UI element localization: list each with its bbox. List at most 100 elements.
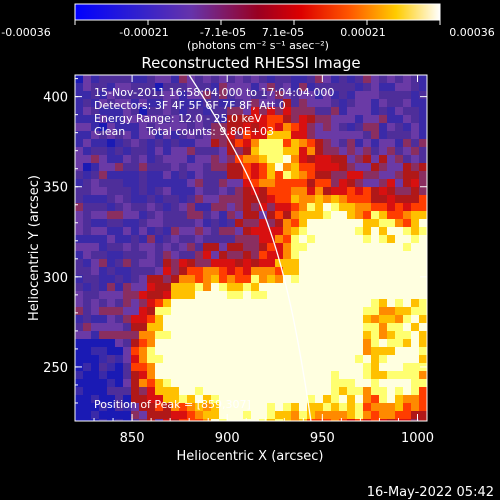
heatmap-cell [371,411,380,420]
heatmap-cell [171,91,180,100]
heatmap-cell [275,203,284,212]
heatmap-cell [387,403,396,412]
heatmap-cell [419,139,427,148]
heatmap-cell [371,419,380,421]
heatmap-cell [323,227,332,236]
heatmap-cell [275,323,284,332]
heatmap-cell [331,187,340,196]
heatmap-cell [267,99,276,108]
heatmap-cell [163,315,172,324]
heatmap-cell [107,147,116,156]
heatmap-cell [243,363,252,372]
heatmap-cell [403,363,412,372]
heatmap-cell [243,339,252,348]
heatmap-cell [99,259,108,268]
heatmap-cell [163,243,172,252]
heatmap-cell [315,347,324,356]
heatmap-cell [243,99,252,108]
heatmap-cell [419,179,427,188]
heatmap-cell [147,411,156,420]
heatmap-cell [363,131,372,140]
heatmap-cell [187,379,196,388]
heatmap-cell [163,115,172,124]
heatmap-cell [371,363,380,372]
heatmap-cell [219,203,228,212]
heatmap-cell [275,331,284,340]
heatmap-cell [291,179,300,188]
heatmap-cell [355,243,364,252]
heatmap-cell [307,387,316,396]
heatmap-cell [347,131,356,140]
heatmap-cell [387,355,396,364]
heatmap-cell [251,267,260,276]
heatmap-cell [115,83,124,92]
heatmap-cells [75,75,427,421]
heatmap-cell [123,211,132,220]
heatmap-cell [387,187,396,196]
heatmap-cell [419,419,427,421]
heatmap-cell [99,315,108,324]
heatmap-cell [347,91,356,100]
heatmap-cell [179,347,188,356]
heatmap-cell [379,187,388,196]
heatmap-cell [419,347,427,356]
heatmap-cell [211,75,220,84]
heatmap-cell [155,83,164,92]
heatmap-cell [403,403,412,412]
heatmap-cell [267,395,276,404]
heatmap-cell [211,91,220,100]
heatmap-cell [283,283,292,292]
heatmap-cell [363,187,372,196]
heatmap-cell [107,299,116,308]
heatmap-cell [323,75,332,84]
heatmap-cell [323,363,332,372]
heatmap-cell [155,235,164,244]
heatmap-cell [283,155,292,164]
heatmap-cell [395,99,404,108]
heatmap-cell [299,139,308,148]
heatmap-cell [283,235,292,244]
heatmap-cell [315,179,324,188]
heatmap-cell [419,291,427,300]
heatmap-cell [139,171,148,180]
heatmap-cell [323,371,332,380]
heatmap-cell [395,403,404,412]
heatmap-cell [123,99,132,108]
heatmap-cell [283,395,292,404]
heatmap-cell [283,123,292,132]
heatmap-cell [299,211,308,220]
heatmap-cell [307,363,316,372]
heatmap-cell [195,203,204,212]
heatmap-cell [331,363,340,372]
heatmap-cell [387,139,396,148]
heatmap-cell [91,371,100,380]
heatmap-cell [355,155,364,164]
heatmap-cell [91,195,100,204]
heatmap-cell [251,227,260,236]
heatmap-cell [147,371,156,380]
heatmap-cell [315,91,324,100]
heatmap-cell [387,179,396,188]
heatmap-cell [251,403,260,412]
heatmap-cell [403,291,412,300]
heatmap-cell [363,139,372,148]
heatmap-cell [211,155,220,164]
heatmap-cell [275,99,284,108]
heatmap-cell [203,195,212,204]
heatmap-cell [331,379,340,388]
heatmap-cell [139,75,148,84]
heatmap-cell [259,147,268,156]
heatmap-cell [371,219,380,228]
heatmap-cell [339,211,348,220]
heatmap-cell [243,187,252,196]
heatmap-cell [179,251,188,260]
heatmap-cell [155,299,164,308]
heatmap-cell [91,115,100,124]
heatmap-cell [211,387,220,396]
heatmap-cell [315,355,324,364]
heatmap-cell [395,307,404,316]
heatmap-cell [187,139,196,148]
heatmap-cell [371,395,380,404]
heatmap-cell [235,315,244,324]
heatmap-cell [147,195,156,204]
